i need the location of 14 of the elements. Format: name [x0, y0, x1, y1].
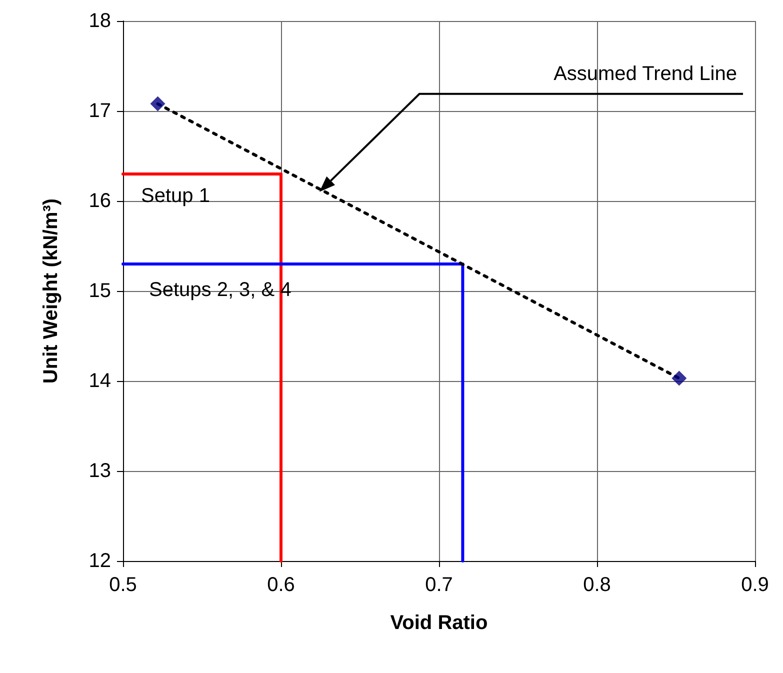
x-tick-label: 0.9: [741, 574, 769, 596]
x-tick-label: 0.7: [425, 574, 453, 596]
y-axis-title: Unit Weight (kN/m³): [40, 198, 62, 384]
y-tick-label: 12: [88, 550, 111, 572]
x-tick-label: 0.8: [583, 574, 611, 596]
y-tick-label: 16: [88, 190, 111, 212]
x-tick-label: 0.5: [109, 574, 137, 596]
y-tick-label: 13: [88, 460, 111, 482]
y-tick-label: 18: [88, 10, 111, 32]
x-tick-label: 0.6: [267, 574, 295, 596]
y-tick-label: 17: [88, 100, 111, 122]
y-tick-label: 14: [88, 370, 111, 392]
x-axis-title: Void Ratio: [390, 612, 488, 634]
y-tick-label: 15: [88, 280, 111, 302]
